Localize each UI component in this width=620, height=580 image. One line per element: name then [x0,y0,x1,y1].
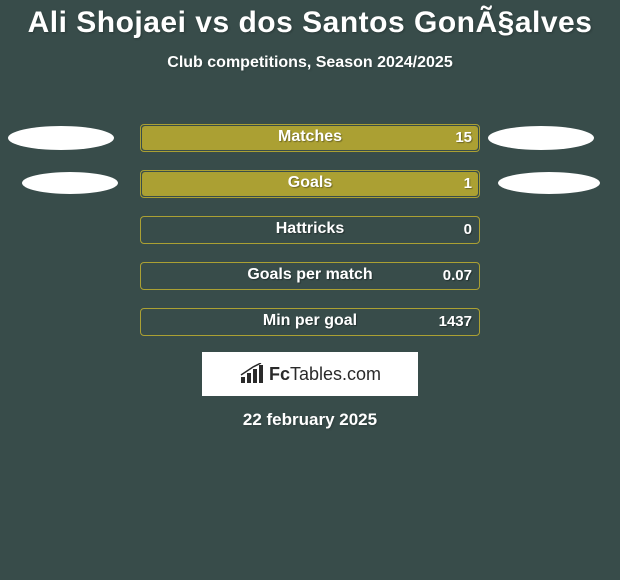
stat-row-hattricks: Hattricks0 [0,214,620,260]
logo-brand-com: .com [342,364,381,384]
stat-row-min_per_goal: Min per goal1437 [0,306,620,352]
logo-box: FcTables.com [202,352,418,396]
ellipse-left [8,126,114,150]
bar-fill [142,172,478,196]
page-title: Ali Shojaei vs dos Santos GonÃ§alves [0,0,620,40]
ellipse-left [22,172,118,194]
ellipse-right [488,126,594,150]
bar-track [140,124,480,152]
stats-rows: Matches15Goals1Hattricks0Goals per match… [0,122,620,352]
bar-track [140,262,480,290]
ellipse-right [498,172,600,194]
logo-brand-fc: Fc [269,364,290,384]
stat-row-matches: Matches15 [0,122,620,168]
bar-fill [142,126,478,150]
date-text: 22 february 2025 [0,410,620,430]
stat-row-goals_per_match: Goals per match0.07 [0,260,620,306]
bar-track [140,170,480,198]
logo-brand-tables: Tables [290,364,342,384]
subtitle: Club competitions, Season 2024/2025 [0,54,620,72]
logo-text: FcTables.com [269,364,381,385]
bar-track [140,216,480,244]
stat-row-goals: Goals1 [0,168,620,214]
bar-track [140,308,480,336]
logo-chart-icon [239,363,265,385]
